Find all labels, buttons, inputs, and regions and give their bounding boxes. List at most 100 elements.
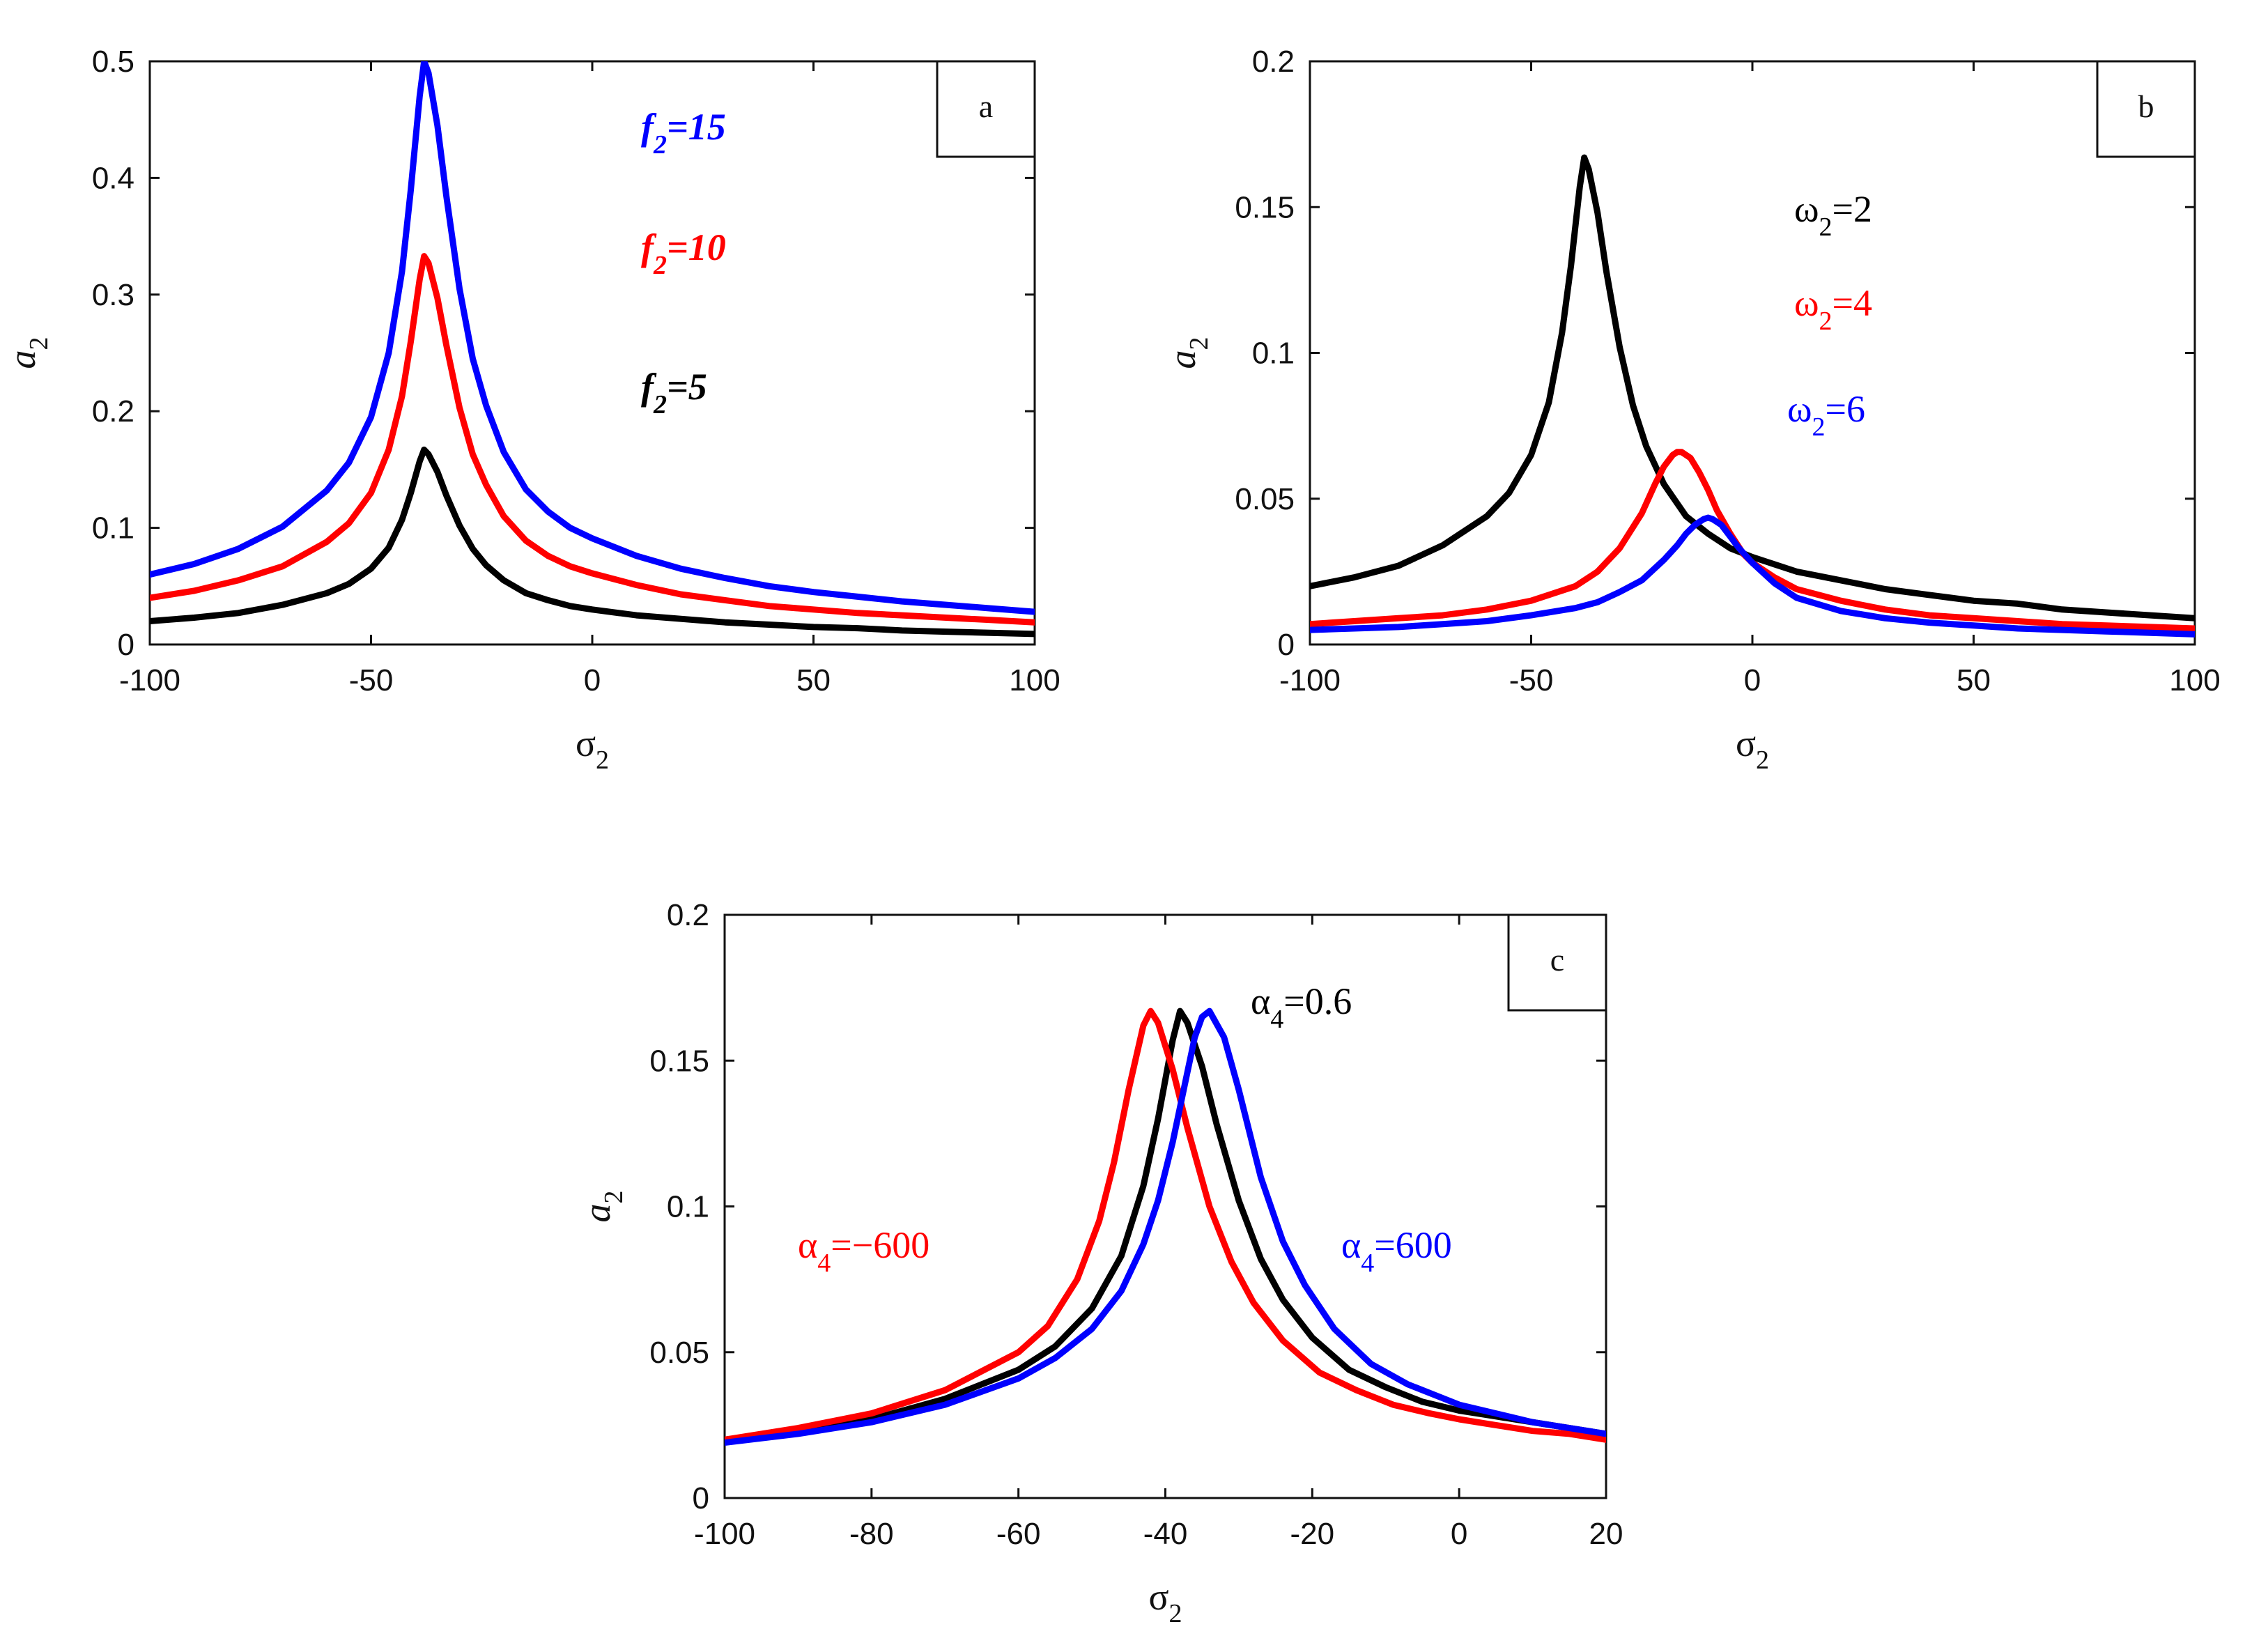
legend-subscript: 2 bbox=[1819, 307, 1833, 336]
x-axis-symbol: σ bbox=[576, 723, 596, 764]
x-tick-label: 50 bbox=[796, 663, 831, 697]
x-axis-symbol: σ bbox=[1736, 723, 1756, 764]
y-tick-label: 0.1 bbox=[667, 1190, 709, 1224]
y-tick-label: 0.1 bbox=[92, 511, 134, 546]
panel-label-box bbox=[1507, 913, 1607, 1012]
legend-value: =−600 bbox=[831, 1224, 929, 1266]
y-tick-label: 0 bbox=[118, 628, 134, 662]
legend-symbol: α bbox=[798, 1224, 817, 1266]
x-tick-label: -80 bbox=[849, 1517, 894, 1551]
panel-label: a bbox=[979, 88, 993, 124]
panel-label: c bbox=[1550, 942, 1564, 978]
legend-label: ω2=4 bbox=[1794, 282, 1872, 336]
y-tick-label: 0 bbox=[693, 1481, 709, 1515]
x-tick-label: 0 bbox=[1451, 1517, 1467, 1551]
y-axis-subscript: 2 bbox=[1185, 337, 1214, 350]
plot-frame bbox=[148, 60, 1036, 646]
series-line-a-0 bbox=[150, 61, 1035, 615]
x-tick-label: -100 bbox=[119, 663, 180, 697]
y-axis-label: a2 bbox=[576, 1191, 628, 1223]
legend-label: f2=15 bbox=[641, 106, 726, 160]
y-axis-symbol: a bbox=[1162, 350, 1203, 369]
x-tick-label: -100 bbox=[1279, 663, 1341, 697]
x-tick-label: -20 bbox=[1290, 1517, 1335, 1551]
legend-value: =4 bbox=[1833, 282, 1872, 324]
legend-subscript: 4 bbox=[1361, 1249, 1374, 1278]
x-tick-label: 100 bbox=[1009, 663, 1060, 697]
y-axis-subscript: 2 bbox=[24, 337, 54, 350]
legend-value: =15 bbox=[667, 106, 726, 148]
series-line-c-0 bbox=[725, 1008, 1606, 1443]
y-tick-label: 0.05 bbox=[1235, 482, 1295, 516]
x-tick-label: 0 bbox=[584, 663, 601, 697]
panel-c: -100 -80 -60 -40 -20 0 2000.050.10.150.2σ2a2cα… bbox=[576, 898, 1623, 1628]
x-axis-subscript: 2 bbox=[1756, 746, 1769, 775]
y-tick-label: 0.2 bbox=[667, 898, 709, 932]
panel-label: b bbox=[2138, 88, 2154, 124]
x-tick-label: -60 bbox=[996, 1517, 1041, 1551]
legend-symbol: f bbox=[641, 106, 657, 148]
panel-b: -100 -50 0 50 10000.050.10.150.2σ2a2bω2=2ω2=… bbox=[1162, 45, 2221, 775]
x-tick-label: -50 bbox=[349, 663, 394, 697]
series-line-b-0 bbox=[1310, 154, 2195, 622]
x-axis-subscript: 2 bbox=[596, 746, 609, 775]
x-tick-label: -50 bbox=[1509, 663, 1554, 697]
x-axis-symbol: σ bbox=[1148, 1576, 1168, 1618]
legend-subscript: 4 bbox=[817, 1249, 831, 1278]
panel-label-box bbox=[936, 60, 1036, 158]
x-axis-label: σ2 bbox=[1148, 1576, 1182, 1628]
legend-subscript: 2 bbox=[1819, 213, 1833, 242]
legend-subscript: 2 bbox=[653, 390, 667, 419]
x-tick-label: 0 bbox=[1744, 663, 1761, 697]
legend-symbol: f bbox=[641, 226, 657, 268]
legend-subscript: 4 bbox=[1270, 1005, 1283, 1034]
x-tick-label: 50 bbox=[1957, 663, 1991, 697]
legend-symbol: ω bbox=[1794, 188, 1819, 230]
x-tick-label: 20 bbox=[1589, 1517, 1623, 1551]
y-tick-label: 0.15 bbox=[1235, 190, 1295, 224]
x-axis-label: σ2 bbox=[576, 723, 609, 775]
legend-symbol: f bbox=[641, 366, 657, 408]
y-tick-label: 0.05 bbox=[649, 1336, 709, 1370]
legend-label: α4=600 bbox=[1341, 1224, 1452, 1278]
legend-value: =0.6 bbox=[1283, 980, 1352, 1022]
y-tick-label: 0.2 bbox=[92, 394, 134, 429]
legend-label: f2=5 bbox=[641, 366, 707, 419]
y-tick-label: 0.15 bbox=[649, 1044, 709, 1078]
legend-label: ω2=6 bbox=[1787, 388, 1865, 442]
y-axis-label: a2 bbox=[1162, 337, 1214, 369]
legend-label: α4=0.6 bbox=[1251, 980, 1352, 1034]
y-tick-label: 0.3 bbox=[92, 278, 134, 312]
legend-symbol: α bbox=[1341, 1224, 1361, 1266]
series-line-a-2 bbox=[150, 446, 1035, 638]
y-axis-label: a2 bbox=[1, 337, 54, 369]
y-axis-symbol: a bbox=[576, 1204, 618, 1223]
y-axis-subscript: 2 bbox=[599, 1191, 628, 1204]
x-axis-subscript: 2 bbox=[1169, 1599, 1182, 1628]
x-axis-label: σ2 bbox=[1736, 723, 1769, 775]
legend-subscript: 2 bbox=[1812, 412, 1826, 442]
legend-symbol: ω bbox=[1794, 282, 1819, 324]
legend-subscript: 2 bbox=[653, 251, 667, 280]
legend-label: α4=−600 bbox=[798, 1224, 929, 1278]
y-tick-label: 0.2 bbox=[1252, 45, 1295, 79]
y-tick-label: 0 bbox=[1278, 628, 1295, 662]
x-tick-label: -100 bbox=[694, 1517, 755, 1551]
legend-value: =2 bbox=[1833, 188, 1872, 230]
legend-symbol: ω bbox=[1787, 388, 1812, 430]
legend-subscript: 2 bbox=[653, 130, 667, 160]
series-line-b-1 bbox=[1310, 449, 2195, 632]
legend-value: =6 bbox=[1826, 388, 1865, 430]
legend-value: =10 bbox=[667, 226, 726, 268]
legend-label: f2=10 bbox=[641, 226, 726, 280]
y-tick-label: 0.4 bbox=[92, 161, 134, 195]
legend-label: ω2=2 bbox=[1794, 188, 1872, 242]
y-tick-label: 0.1 bbox=[1252, 337, 1295, 371]
series-line-a-1 bbox=[150, 253, 1035, 626]
y-axis-symbol: a bbox=[1, 350, 43, 369]
y-tick-label: 0.5 bbox=[92, 45, 134, 79]
panel-label-box bbox=[2096, 60, 2196, 158]
legend-value: =5 bbox=[667, 366, 707, 408]
legend-value: =600 bbox=[1374, 1224, 1451, 1266]
